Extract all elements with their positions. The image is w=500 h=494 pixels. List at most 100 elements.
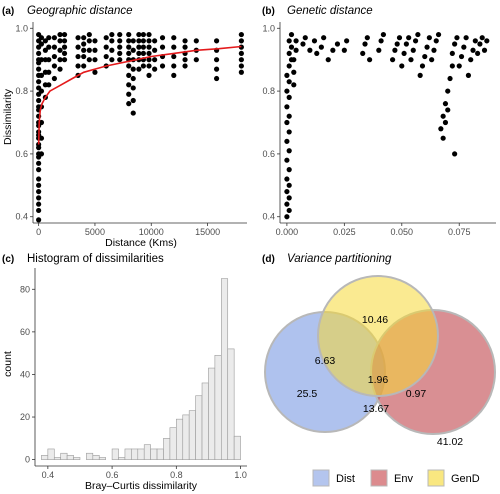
data-point-a xyxy=(46,82,52,88)
data-point-a xyxy=(36,207,42,214)
data-point-a xyxy=(38,88,45,94)
data-point-a xyxy=(61,44,68,50)
legend-swatch-gend xyxy=(427,469,445,487)
data-point-a xyxy=(46,35,52,41)
data-point-b xyxy=(318,44,324,50)
data-point-b xyxy=(431,47,437,53)
data-point-a xyxy=(238,69,244,75)
data-point-b xyxy=(307,47,313,53)
data-point-b xyxy=(284,72,290,78)
legend-label-dist: Dist xyxy=(336,473,355,485)
data-point-a xyxy=(61,50,68,57)
data-point-b xyxy=(424,44,430,50)
data-point-b xyxy=(341,47,347,53)
data-point-b xyxy=(364,35,370,41)
data-point-a xyxy=(136,50,142,57)
data-point-a xyxy=(146,72,152,78)
data-point-b xyxy=(472,38,478,44)
data-point-a xyxy=(92,47,98,53)
y-axis-label-a: Dissimilarity xyxy=(2,88,14,145)
data-point-b xyxy=(475,50,481,57)
data-point-a xyxy=(238,50,244,57)
data-point-b xyxy=(458,53,465,60)
data-point-a xyxy=(92,69,98,75)
data-point-a xyxy=(61,38,68,44)
histogram-bar-c xyxy=(131,448,139,460)
data-point-a xyxy=(213,66,220,72)
data-point-b xyxy=(302,35,308,41)
data-point-a xyxy=(117,57,123,63)
histogram-bar-c xyxy=(111,448,119,460)
data-point-b xyxy=(286,167,292,173)
data-point-a xyxy=(146,50,152,57)
data-point-a xyxy=(86,47,92,53)
data-point-a xyxy=(126,31,132,38)
data-point-b xyxy=(422,53,428,60)
data-point-a xyxy=(193,57,199,63)
data-point-b xyxy=(286,50,292,57)
plot-area-c: 0.4 0.6 0.8 1.0 0 20 40 60 80 xyxy=(20,268,247,480)
data-point-a xyxy=(171,35,177,41)
data-point-a xyxy=(46,44,52,50)
histogram-bar-c xyxy=(60,452,68,460)
data-point-b xyxy=(442,119,449,126)
venn-value-dist-gend: 6.63 xyxy=(315,355,336,367)
y-tick-label-b: 1.0 xyxy=(262,23,275,33)
histogram-bar-c xyxy=(221,278,229,460)
data-point-b xyxy=(440,135,446,141)
panel-d: (d) Variance partitioning 10.46 6.63 1.9… xyxy=(262,253,496,487)
histogram-bar-c xyxy=(137,448,145,460)
data-point-a xyxy=(146,31,152,38)
data-point-b xyxy=(403,41,409,47)
data-point-a xyxy=(38,72,45,78)
data-point-a xyxy=(51,44,58,50)
data-point-a xyxy=(38,135,45,141)
x-tick-label-a: 5000 xyxy=(85,227,105,237)
data-point-a xyxy=(103,35,109,41)
data-point-a xyxy=(140,50,146,57)
data-point-a xyxy=(38,119,45,126)
x-tick-label-c: 0.8 xyxy=(170,470,183,480)
histogram-bar-c xyxy=(214,354,222,460)
data-point-b xyxy=(286,38,292,44)
histogram-bar-c xyxy=(176,418,184,460)
data-point-a xyxy=(126,38,132,44)
histogram-bar-c xyxy=(227,348,235,460)
data-point-a xyxy=(213,75,220,82)
data-point-a xyxy=(36,188,42,195)
data-point-b xyxy=(442,101,449,107)
data-point-b xyxy=(417,72,423,78)
data-point-a xyxy=(81,41,87,47)
x-tick-label-c: 1.0 xyxy=(234,470,247,480)
data-point-a xyxy=(117,44,123,50)
data-point-b xyxy=(286,182,292,188)
data-point-a xyxy=(238,31,244,38)
x-tick-label-c: 0.4 xyxy=(42,470,55,480)
legend-swatch-dist xyxy=(312,469,330,487)
y-axis-label-c: count xyxy=(2,351,14,377)
y-tick-label-c: 0 xyxy=(25,455,30,465)
data-point-a xyxy=(86,31,92,38)
data-point-a xyxy=(136,31,142,38)
data-point-b xyxy=(284,119,290,126)
data-point-b xyxy=(367,57,373,63)
data-point-b xyxy=(468,57,474,63)
y-tick-label-a: 1.0 xyxy=(15,23,28,33)
data-point-b xyxy=(311,38,318,44)
data-point-a xyxy=(136,66,142,72)
data-point-b xyxy=(394,41,400,47)
x-axis-label-c: Bray–Curtis dissimilarity xyxy=(85,480,198,492)
data-point-b xyxy=(286,113,292,119)
histogram-bar-c xyxy=(150,448,158,460)
venn-value-dist-only: 25.5 xyxy=(297,388,318,400)
data-point-a xyxy=(213,57,220,63)
data-point-b xyxy=(401,50,407,57)
data-point-a xyxy=(130,66,136,72)
data-point-a xyxy=(109,47,115,53)
histogram-bar-c xyxy=(66,455,74,460)
histogram-bar-c xyxy=(73,457,81,460)
legend-label-env: Env xyxy=(394,473,413,485)
data-point-a xyxy=(36,167,42,173)
data-point-b xyxy=(406,35,412,41)
data-point-a xyxy=(38,57,45,63)
